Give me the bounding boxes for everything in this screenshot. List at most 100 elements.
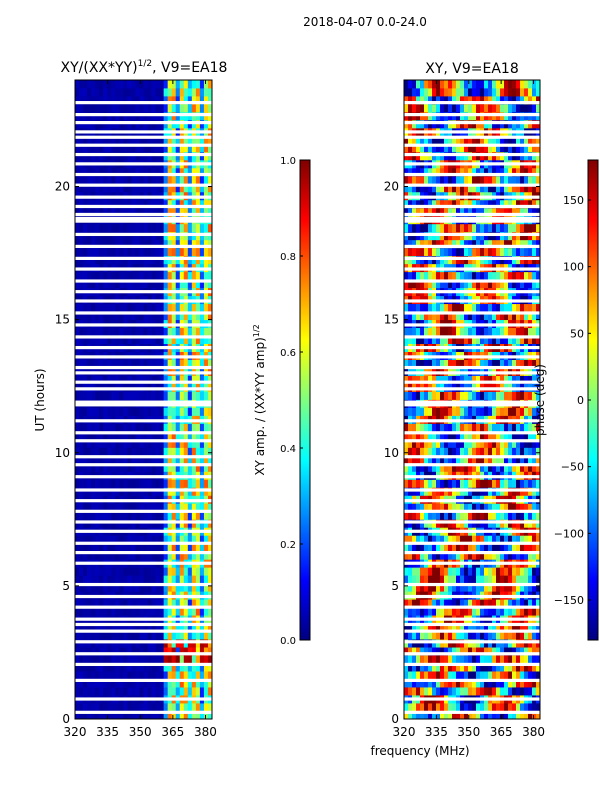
heatmap-cell <box>159 503 165 512</box>
heatmap-cell <box>139 271 144 281</box>
heatmap-cell <box>532 647 537 656</box>
heatmap-cell <box>99 271 104 281</box>
heatmap-cell <box>436 503 441 512</box>
heatmap-cell <box>500 647 505 656</box>
colorbar-tick-label: 0.4 <box>280 444 296 455</box>
heatmap-cell <box>87 711 92 720</box>
heatmap-cell <box>524 567 529 576</box>
heatmap-cell <box>123 80 128 89</box>
heatmap-cell <box>87 135 92 145</box>
flagged-row <box>75 183 212 187</box>
heatmap-cell <box>404 703 409 712</box>
heatmap-cell <box>87 623 92 632</box>
heatmap-cell <box>187 271 193 281</box>
heatmap-cell <box>532 455 537 464</box>
heatmap-cell <box>512 223 517 233</box>
heatmap-cell <box>163 143 169 153</box>
heatmap-cell <box>75 359 80 368</box>
heatmap-cell <box>472 407 477 416</box>
heatmap-cell <box>420 703 425 712</box>
heatmap-cell <box>448 463 453 472</box>
heatmap-cell <box>432 303 437 313</box>
heatmap-cell <box>516 463 521 472</box>
heatmap-cell <box>119 327 124 336</box>
heatmap-cell <box>496 599 501 608</box>
heatmap-cell <box>428 543 433 552</box>
heatmap-cell <box>107 327 112 336</box>
heatmap-cell <box>159 135 165 145</box>
heatmap-cell <box>516 623 521 632</box>
heatmap-cell <box>135 183 140 193</box>
heatmap-cell <box>95 359 100 368</box>
heatmap-cell <box>151 335 156 344</box>
heatmap-cell <box>195 359 201 368</box>
flagged-row <box>75 380 212 384</box>
heatmap-cell <box>83 535 88 544</box>
heatmap-cell <box>123 463 128 472</box>
heatmap-cell <box>207 447 213 456</box>
heatmap-cell <box>199 80 205 89</box>
heatmap-cell <box>111 583 116 592</box>
heatmap-cell <box>524 687 529 696</box>
heatmap-cell <box>440 359 445 368</box>
heatmap-cell <box>199 687 205 696</box>
heatmap-cell <box>488 647 493 656</box>
heatmap-cell <box>207 391 213 400</box>
heatmap-cell <box>151 207 156 217</box>
heatmap-cell <box>496 247 501 257</box>
heatmap-cell <box>115 503 120 512</box>
heatmap-cell <box>444 247 449 257</box>
heatmap-cell <box>452 535 457 544</box>
heatmap-cell <box>456 655 461 664</box>
heatmap-cell <box>436 391 441 400</box>
heatmap-cell <box>428 687 433 696</box>
heatmap-cell <box>135 335 140 344</box>
heatmap-cell <box>195 655 201 664</box>
heatmap-cell <box>436 359 441 368</box>
heatmap-cell <box>91 479 96 488</box>
heatmap-cell <box>99 223 104 233</box>
heatmap-cell <box>191 223 197 233</box>
heatmap-cell <box>532 375 537 384</box>
heatmap-cell <box>203 391 209 400</box>
heatmap-cell <box>496 327 501 336</box>
heatmap-cell <box>107 143 112 153</box>
heatmap-cell <box>139 375 144 384</box>
heatmap-cell <box>448 311 453 321</box>
heatmap-cell <box>111 375 116 384</box>
heatmap-cell <box>456 439 461 448</box>
heatmap-cell <box>464 455 469 464</box>
heatmap-cell <box>536 479 541 488</box>
heatmap-cell <box>75 375 80 384</box>
heatmap-cell <box>127 503 132 512</box>
heatmap-cell <box>456 239 461 249</box>
heatmap-cell <box>91 303 96 313</box>
heatmap-cell <box>111 575 116 584</box>
heatmap-cell <box>464 327 469 336</box>
heatmap-cell <box>139 167 144 177</box>
heatmap-cell <box>155 503 161 512</box>
heatmap-cell <box>175 599 181 608</box>
heatmap-cell <box>159 679 165 688</box>
heatmap-cell <box>111 335 116 344</box>
heatmap-cell <box>135 455 140 464</box>
heatmap-cell <box>528 663 533 672</box>
heatmap-cell <box>83 631 88 640</box>
heatmap-cell <box>524 583 529 592</box>
heatmap-cell <box>504 423 509 432</box>
heatmap-cell <box>143 479 148 488</box>
heatmap-cell <box>412 423 417 432</box>
heatmap-cell <box>127 407 132 416</box>
heatmap-cell <box>492 631 497 640</box>
heatmap-cell <box>420 671 425 680</box>
heatmap-cell <box>203 599 209 608</box>
heatmap-cell <box>175 503 181 512</box>
heatmap-cell <box>476 687 481 696</box>
heatmap-cell <box>107 455 112 464</box>
heatmap-cell <box>207 95 213 105</box>
heatmap-cell <box>492 359 497 368</box>
heatmap-cell <box>504 439 509 448</box>
heatmap-cell <box>496 671 501 680</box>
heatmap-cell <box>484 535 489 544</box>
heatmap-cell <box>111 623 116 632</box>
